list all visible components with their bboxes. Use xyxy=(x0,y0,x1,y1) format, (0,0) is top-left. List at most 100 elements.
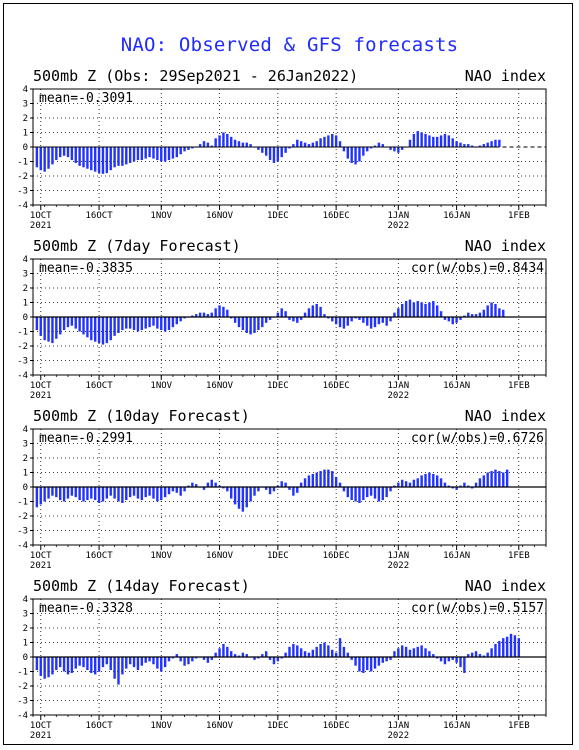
nao-bar xyxy=(160,657,163,672)
nao-bar xyxy=(218,648,221,657)
y-tick-label: -4 xyxy=(17,371,28,381)
nao-bar xyxy=(272,487,276,492)
nao-bar xyxy=(393,485,396,487)
nao-bar xyxy=(470,145,474,147)
nao-bar xyxy=(474,482,478,487)
nao-bar xyxy=(47,657,50,678)
x-tick-sublabel: 2022 xyxy=(387,221,409,231)
nao-bar xyxy=(393,312,396,317)
nao-bar xyxy=(463,144,466,147)
y-tick-label: 2 xyxy=(23,284,28,294)
nao-bar xyxy=(237,141,241,147)
y-tick-label: 0 xyxy=(23,143,28,153)
nao-bar xyxy=(43,147,46,172)
y-tick-label: -3 xyxy=(17,357,28,367)
nao-bar xyxy=(140,657,144,666)
nao-bar xyxy=(229,487,233,499)
nao-bar xyxy=(152,487,155,499)
nao-bar xyxy=(113,147,116,168)
nao-bar xyxy=(404,646,408,657)
nao-bar xyxy=(327,317,330,319)
nao-bar xyxy=(400,645,404,657)
nao-bar xyxy=(323,314,326,317)
nao-bar xyxy=(416,301,419,317)
y-tick-label: -2 xyxy=(17,172,28,182)
nao-bar xyxy=(97,147,101,174)
nao-bar xyxy=(346,652,350,657)
nao-bar xyxy=(66,147,70,158)
x-tick-label: 16NOV xyxy=(206,381,234,391)
x-tick-label: 1JAN xyxy=(387,551,409,561)
x-tick-label: 16OCT xyxy=(86,211,114,221)
nao-bar xyxy=(498,641,501,657)
nao-bar xyxy=(62,317,66,331)
nao-bar xyxy=(160,147,163,162)
nao-bar xyxy=(132,657,136,668)
nao-bar xyxy=(105,487,109,499)
nao-bar xyxy=(152,147,155,159)
nao-bar xyxy=(206,142,210,147)
nao-bar xyxy=(121,657,124,675)
nao-bar xyxy=(74,657,77,669)
nao-bar xyxy=(513,635,517,657)
nao-bar xyxy=(307,475,311,487)
nao-bar xyxy=(214,482,217,487)
nao-bar xyxy=(128,657,132,665)
nao-bar xyxy=(373,657,377,669)
nao-bar xyxy=(62,147,66,156)
nao-bar xyxy=(478,478,482,487)
nao-bar xyxy=(303,651,307,657)
nao-bar xyxy=(319,471,322,487)
nao-bar xyxy=(296,487,299,493)
nao-bar xyxy=(276,312,280,317)
x-tick-label: 1DEC xyxy=(267,381,289,391)
correlation-label: cor(w/obs)=0.5157 xyxy=(411,601,544,616)
nao-bar xyxy=(86,317,89,338)
nao-bar xyxy=(362,487,365,501)
x-tick-label: 16DEC xyxy=(323,211,350,221)
nao-bar xyxy=(350,487,353,501)
nao-bar xyxy=(78,317,81,332)
panel-title: 500mb Z (Obs: 29Sep2021 - 26Jan2022) xyxy=(33,67,358,85)
nao-bar xyxy=(439,657,443,662)
nao-bar xyxy=(264,147,268,156)
nao-bar xyxy=(288,487,291,490)
nao-bar xyxy=(280,657,283,659)
nao-bar xyxy=(187,147,190,150)
nao-bar xyxy=(439,478,443,487)
nao-bar xyxy=(502,638,505,657)
nao-bar xyxy=(494,139,497,147)
nao-bar xyxy=(428,302,431,317)
nao-bar xyxy=(327,135,330,147)
nao-bar xyxy=(338,482,342,487)
nao-bar xyxy=(74,147,77,163)
nao-bar xyxy=(93,487,97,501)
nao-bar xyxy=(307,652,311,657)
nao-bar xyxy=(467,654,470,657)
mean-label: mean=-0.3091 xyxy=(39,91,133,106)
nao-bar xyxy=(474,314,478,317)
nao-bar xyxy=(323,642,326,657)
nao-bar xyxy=(167,487,171,495)
nao-bar xyxy=(39,487,42,505)
nao-bar xyxy=(218,135,221,147)
nao-bar xyxy=(424,473,427,487)
nao-bar xyxy=(443,317,447,320)
mean-label: mean=-0.3835 xyxy=(39,261,133,276)
nao-bar xyxy=(311,305,315,317)
nao-bar xyxy=(148,147,151,158)
x-tick-sublabel: 2022 xyxy=(387,561,409,571)
nao-bar xyxy=(187,657,190,665)
x-tick-sublabel: 2022 xyxy=(387,391,409,401)
nao-bar xyxy=(93,657,97,675)
nao-bar xyxy=(455,487,458,490)
nao-bar xyxy=(435,475,439,487)
nao-bar xyxy=(125,487,128,501)
nao-bar xyxy=(257,487,260,492)
nao-bar xyxy=(338,317,342,328)
nao-bar xyxy=(222,487,225,489)
nao-bar xyxy=(397,648,400,657)
nao-bar xyxy=(311,649,315,657)
nao-bar xyxy=(214,308,217,317)
nao-bar xyxy=(171,487,175,492)
